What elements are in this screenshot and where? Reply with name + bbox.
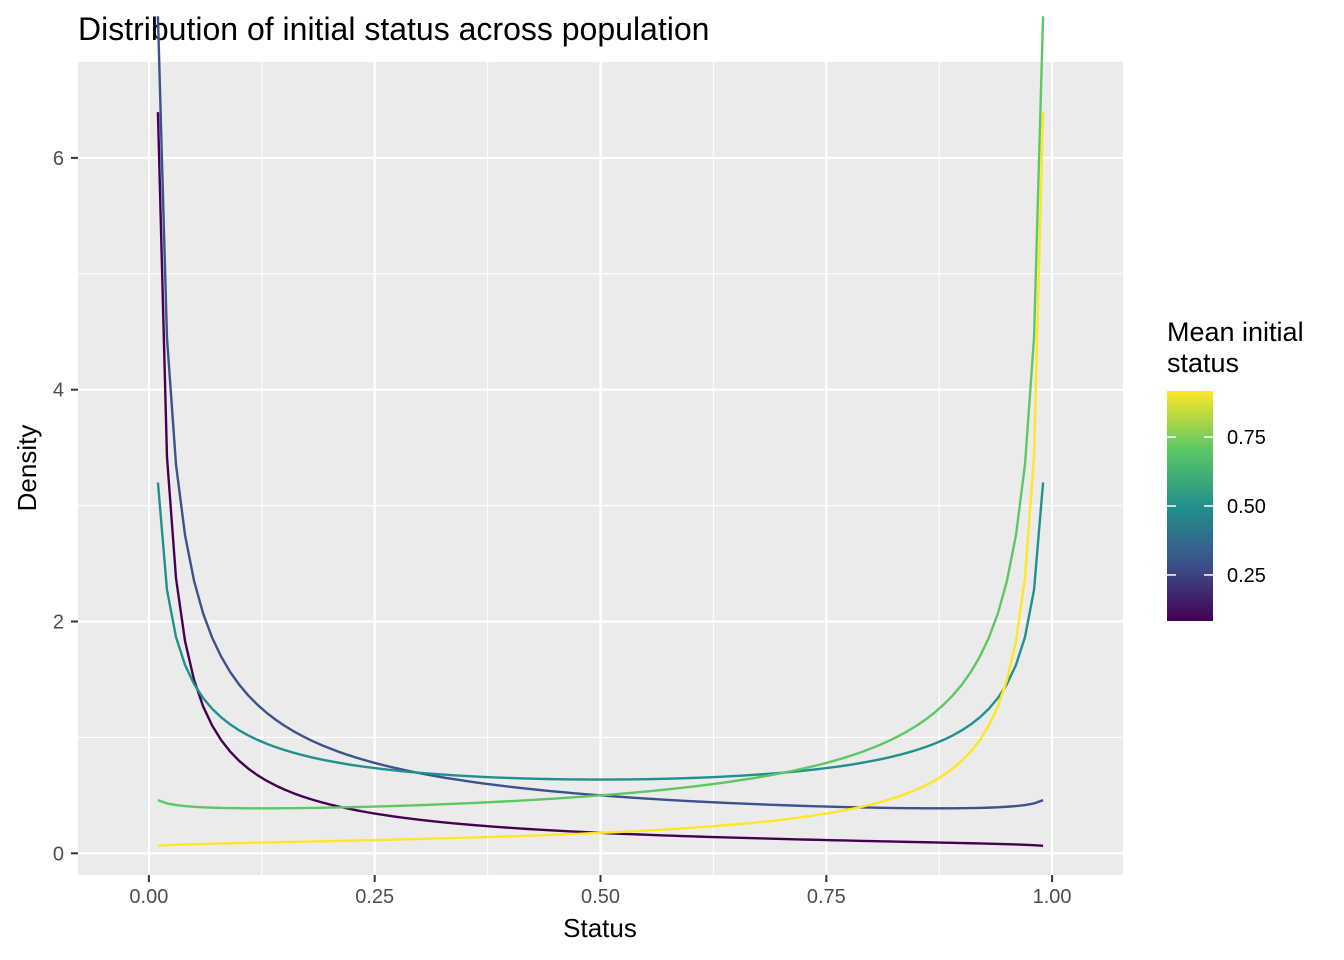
y-tick-label: 2 [53, 612, 64, 634]
x-tick-label: 1.00 [1033, 886, 1072, 908]
legend-title: Mean initial status [1167, 317, 1311, 378]
y-tick-label: 6 [53, 148, 64, 170]
y-axis-title: Density [12, 425, 42, 512]
y-axis: 0 2 4 6 [53, 148, 78, 865]
colorbar-tick-label: 0.50 [1227, 496, 1266, 518]
colorbar-tick-label: 0.25 [1227, 565, 1266, 587]
series-line-4 [157, 112, 1045, 848]
series-line-3 [157, 16, 1045, 810]
x-tick-label: 0.50 [581, 886, 620, 908]
chart-title: Distribution of initial status across po… [78, 11, 709, 47]
colorbar-tick-label: 0.75 [1227, 427, 1266, 449]
y-tick-label: 4 [53, 380, 64, 402]
legend-title-line-1: Mean initial [1167, 317, 1304, 347]
colorbar-ticks: 0.25 0.50 0.75 [1167, 427, 1266, 587]
series-line-2 [156, 482, 1045, 781]
series-lines [156, 16, 1045, 848]
x-tick-label: 0.00 [129, 886, 168, 908]
x-axis-title: Status [563, 913, 637, 943]
x-tick-label: 0.75 [807, 886, 846, 908]
grid-major [78, 62, 1123, 875]
x-axis: 0.00 0.25 0.50 0.75 1.00 [129, 875, 1072, 908]
x-tick-label: 0.25 [355, 886, 394, 908]
legend: Mean initial status 0.25 0.50 0.75 [1167, 317, 1311, 621]
legend-title-line-2: status [1167, 348, 1239, 378]
y-tick-label: 0 [53, 843, 64, 865]
